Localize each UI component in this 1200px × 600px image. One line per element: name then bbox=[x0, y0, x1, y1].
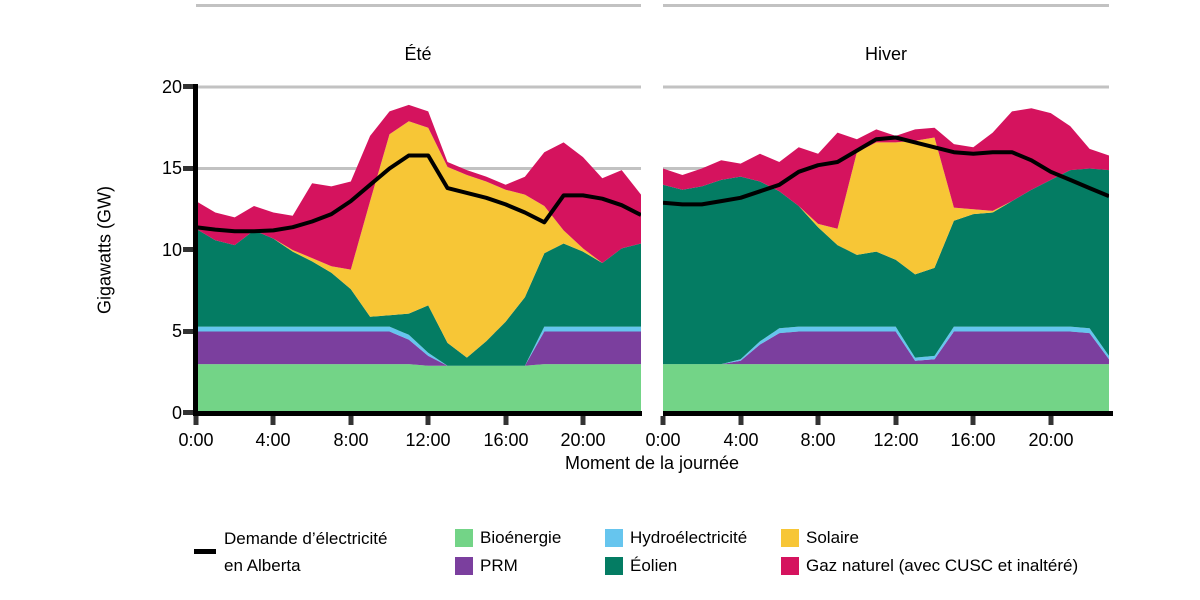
x-tick bbox=[270, 416, 276, 425]
area-Solaire bbox=[196, 121, 641, 358]
y-tick-label: 5 bbox=[171, 321, 182, 341]
legend-label: Éolien bbox=[630, 556, 678, 575]
legend-label: Bioénergie bbox=[480, 528, 562, 547]
y-tick-5 bbox=[183, 329, 193, 334]
x-tick-label: 12:00 bbox=[873, 430, 919, 450]
x-axis-line-winter bbox=[663, 411, 1113, 416]
x-tick-label: 8:00 bbox=[800, 430, 836, 450]
x-tick bbox=[970, 416, 976, 425]
prm-swatch bbox=[455, 556, 473, 575]
x-tick bbox=[503, 416, 509, 425]
winter-area-chart bbox=[663, 4, 1109, 413]
legend-label-demand-line1: Demande d’électricité bbox=[224, 529, 388, 548]
area-Éolien bbox=[196, 228, 641, 366]
gaz-naturel-swatch bbox=[781, 556, 799, 575]
x-tick-label: 0:00 bbox=[178, 430, 214, 450]
x-tick bbox=[738, 416, 744, 425]
y-tick-label: 20 bbox=[161, 77, 182, 97]
legend-label-demand-line2: en Alberta bbox=[224, 556, 301, 575]
bioenergie-swatch bbox=[455, 528, 473, 547]
solaire-swatch bbox=[781, 528, 799, 547]
x-tick bbox=[425, 416, 431, 425]
area-PRM bbox=[663, 331, 1109, 365]
x-tick-label: 12:00 bbox=[405, 430, 451, 450]
legend-item-eolien: Éolien bbox=[605, 556, 677, 575]
y-tick-label: 0 bbox=[171, 403, 182, 423]
panel-title-summer: Été bbox=[404, 44, 432, 64]
area-Bioénergie bbox=[663, 364, 1109, 413]
area-Solaire bbox=[663, 137, 1109, 275]
demand-line bbox=[663, 135, 1109, 207]
y-tick-0 bbox=[183, 410, 193, 415]
x-tick-label: 16:00 bbox=[950, 430, 996, 450]
y-axis-title: Gigawatts (GW) bbox=[94, 185, 115, 315]
legend-label: Gaz naturel (avec CUSC et inaltéré) bbox=[806, 556, 1079, 575]
y-tick-10 bbox=[183, 247, 193, 252]
x-axis-title: Moment de la journée bbox=[564, 453, 740, 473]
x-tick bbox=[1048, 416, 1054, 425]
legend-item-bioenergie: Bioénergie bbox=[455, 528, 561, 547]
demand-line bbox=[196, 153, 641, 234]
legend-label: PRM bbox=[480, 556, 518, 575]
legend-item-hydroelectricite: Hydroélectricité bbox=[605, 528, 747, 547]
eolien-swatch bbox=[605, 556, 623, 575]
x-tick-label: 20:00 bbox=[1028, 430, 1074, 450]
area-Éolien bbox=[663, 168, 1109, 365]
x-tick-label: 16:00 bbox=[483, 430, 529, 450]
y-tick-label: 15 bbox=[161, 158, 182, 178]
area-Gaz naturel (avec CUSC et inaltéré) bbox=[663, 108, 1109, 229]
x-tick bbox=[580, 416, 586, 425]
y-tick-20 bbox=[183, 84, 193, 89]
legend-label: Hydroélectricité bbox=[630, 528, 748, 547]
x-tick-label: 4:00 bbox=[723, 430, 759, 450]
legend-item-prm: PRM bbox=[455, 556, 518, 575]
area-PRM bbox=[196, 331, 641, 366]
y-tick-label: 10 bbox=[161, 240, 182, 260]
x-tick-label: 20:00 bbox=[560, 430, 606, 450]
x-tick bbox=[348, 416, 354, 425]
area-Bioénergie bbox=[196, 364, 641, 413]
area-Hydroélectricité bbox=[196, 326, 641, 366]
hydroelectricite-swatch bbox=[605, 528, 623, 547]
panel-title-winter: Hiver bbox=[864, 44, 907, 64]
y-axis-line bbox=[193, 84, 198, 416]
x-tick-label: 0:00 bbox=[645, 430, 681, 450]
legend-item-gaz-naturel: Gaz naturel (avec CUSC et inaltéré) bbox=[781, 556, 1078, 575]
x-tick-label: 8:00 bbox=[333, 430, 369, 450]
area-Hydroélectricité bbox=[663, 326, 1109, 365]
demand-line-swatch bbox=[194, 549, 216, 554]
area-Gaz naturel (avec CUSC et inaltéré) bbox=[196, 104, 641, 270]
x-axis-line-summer bbox=[193, 411, 642, 416]
x-tick-label: 4:00 bbox=[255, 430, 291, 450]
x-tick bbox=[660, 416, 666, 425]
legend-label: Solaire bbox=[806, 528, 859, 547]
x-tick bbox=[193, 416, 199, 425]
y-tick-15 bbox=[183, 166, 193, 171]
legend-item-solaire: Solaire bbox=[781, 528, 859, 547]
x-tick bbox=[815, 416, 821, 425]
x-tick bbox=[893, 416, 899, 425]
summer-area-chart bbox=[196, 4, 641, 413]
